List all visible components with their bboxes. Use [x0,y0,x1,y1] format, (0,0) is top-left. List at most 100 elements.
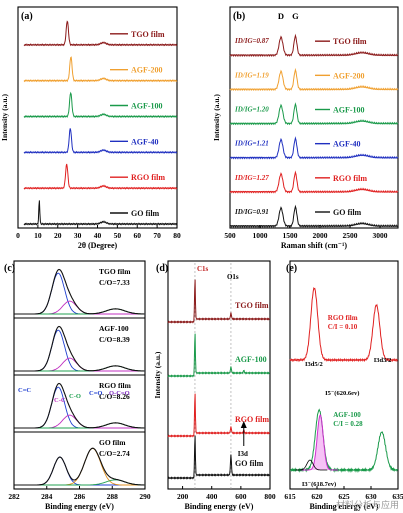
panel-b-series-line [229,33,399,57]
panel-d-peak-label: C1s [197,265,209,273]
panel-d-letter: (d) [156,263,168,274]
panel-e-xlabel: Binding energy (eV) [310,502,379,511]
panel-e-ratio-label: C/I = 0.10 [328,323,358,331]
panel-a-legend-label: AGF-200 [131,66,163,75]
panel-b-ticklabel: 3000 [373,231,388,240]
panel-b-series-line [229,170,399,194]
panel-b-ratio-label: ID/IG=0.91 [234,208,269,216]
panel-b-band-label: D [278,11,284,21]
panel-e-letter: (e) [286,263,297,274]
panel-a-legend-label: RGO film [131,173,165,182]
panel-b-ticklabel: 500 [224,231,236,240]
panel-b-ticklabel: 1500 [283,231,298,240]
panel-d-arrow-head [240,421,247,428]
panel-a-series-line [23,163,178,190]
watermark-text: 材料分析与应用 [335,501,399,511]
panel-a-ticklabel: 80 [173,231,181,240]
panel-b-legend-label: RGO film [333,174,367,183]
panel-e-fit-i3 [295,459,328,471]
panel-c-sample-label: RGO film [99,381,132,390]
panel-c-peak-label: C-O [69,393,81,400]
panel-c-ticklabel: 286 [74,492,86,501]
panel-e-label: I3d3/2 [374,357,392,364]
panel-b-ratio-label: ID/IG=1.27 [234,174,269,182]
panel-e-series-label: AGF-100 [333,411,361,419]
panel-a-ylabel: Intensity (a.u.) [0,94,9,141]
panel-d-peak-label: O1s [227,273,239,281]
panel-a-series-line [23,128,178,154]
panel-b-legend-label: AGF-40 [333,140,361,149]
panel-e-ratio-label: C/I = 0.28 [333,420,363,428]
panel-c-envelope [14,382,145,429]
panel-d-peak-label: I3d [238,450,248,458]
panel-b-series-line [229,204,399,228]
panel-c-fit-cc [14,456,145,486]
panel-d-ticklabel: 600 [235,492,247,501]
panel-e-ticklabel: 630 [365,492,377,501]
panel-e-series-rgo [289,287,398,363]
panel-a-series-line [23,200,178,226]
panel-b-ratio-label: ID/IG=0.87 [234,37,269,45]
panel-c-ratio-label: C/O=7.33 [99,278,130,287]
panel-a-legend-label: AGF-100 [131,102,163,111]
panel-c-ratio-label: C/O=2.74 [99,449,130,458]
panel-a-ticklabel: 30 [74,231,82,240]
panel-b-series-line [229,102,399,126]
panel-a-ticklabel: 40 [94,231,102,240]
panel-b-ratio-label: ID/IG=1.20 [234,106,269,114]
panel-e-label: I5⁻(620.6ev) [325,390,359,397]
panel-a-xlabel: 2θ (Degree) [78,241,118,250]
panel-d-series-line [167,279,270,324]
panel-d-series-label: TGO film [235,301,269,310]
panel-c-ticklabel: 282 [8,492,20,501]
panel-b-ticklabel: 2000 [313,231,328,240]
panel-a-frame [17,6,178,229]
panel-c-ticklabel: 290 [139,492,151,501]
panel-b-letter: (b) [233,11,245,22]
panel-e-ticklabel: 635 [392,492,403,501]
panel-d-series-label: GO film [235,459,264,468]
panel-c-peak-label: O-C=O [109,390,130,397]
panel-d-series-label: AGF-100 [235,355,267,364]
panel-e-ticklabel: 615 [284,492,296,501]
panel-c-peak-label: C=C [18,387,31,394]
panel-d-ticklabel: 800 [264,492,276,501]
panel-b-ticklabel: 2500 [343,231,358,240]
panel-e-series-label: RGO film [328,314,358,322]
panel-c-ticklabel: 284 [41,492,53,501]
panel-a-letter: (a) [21,11,33,22]
panel-c-ratio-label: C/O=8.26 [99,392,130,401]
panel-b-legend-label: AGF-200 [333,71,365,80]
panel-b-series-line [229,136,399,160]
panel-c-sample-label: GO film [99,438,126,447]
panel-c-fit-co [14,357,145,372]
panel-d-frame [167,260,271,490]
panel-c-ratio-label: C/O=8.39 [99,335,130,344]
panel-c-sample-label: AGF-100 [99,324,129,333]
panel-c-envelope [14,447,145,486]
panel-d-series-label: RGO film [235,415,269,424]
panel-a-ticklabel: 50 [114,231,122,240]
panel-c-letter: (c) [4,263,15,274]
panel-e-label: I3⁻(618.7ev) [302,481,336,488]
panel-a-ticklabel: 10 [34,231,42,240]
panel-b-band-label: G [292,11,299,21]
panel-c-fit-co [14,414,145,429]
panel-c-fit-co [14,300,145,315]
panel-b-frame [229,6,399,229]
panel-b-legend-label: AGF-100 [333,106,365,115]
panel-a-legend-label: GO film [131,209,160,218]
panel-e-frame [289,260,399,490]
panel-a-legend-label: TGO film [131,30,165,39]
panel-b-series-line [229,67,399,92]
panel-c-peak-label: C=O [89,390,102,397]
panel-c-sample-label: TGO film [99,267,131,276]
panel-d-ylabel: Intensity (a.u.) [153,351,162,398]
panel-a-ticklabel: 70 [153,231,161,240]
panel-a-ticklabel: 0 [16,231,20,240]
panel-d-series-line [167,435,270,480]
panel-e-ticklabel: 620 [311,492,323,501]
panel-a-series-line [23,20,178,47]
panel-c-peak-label: C-C [54,397,66,404]
